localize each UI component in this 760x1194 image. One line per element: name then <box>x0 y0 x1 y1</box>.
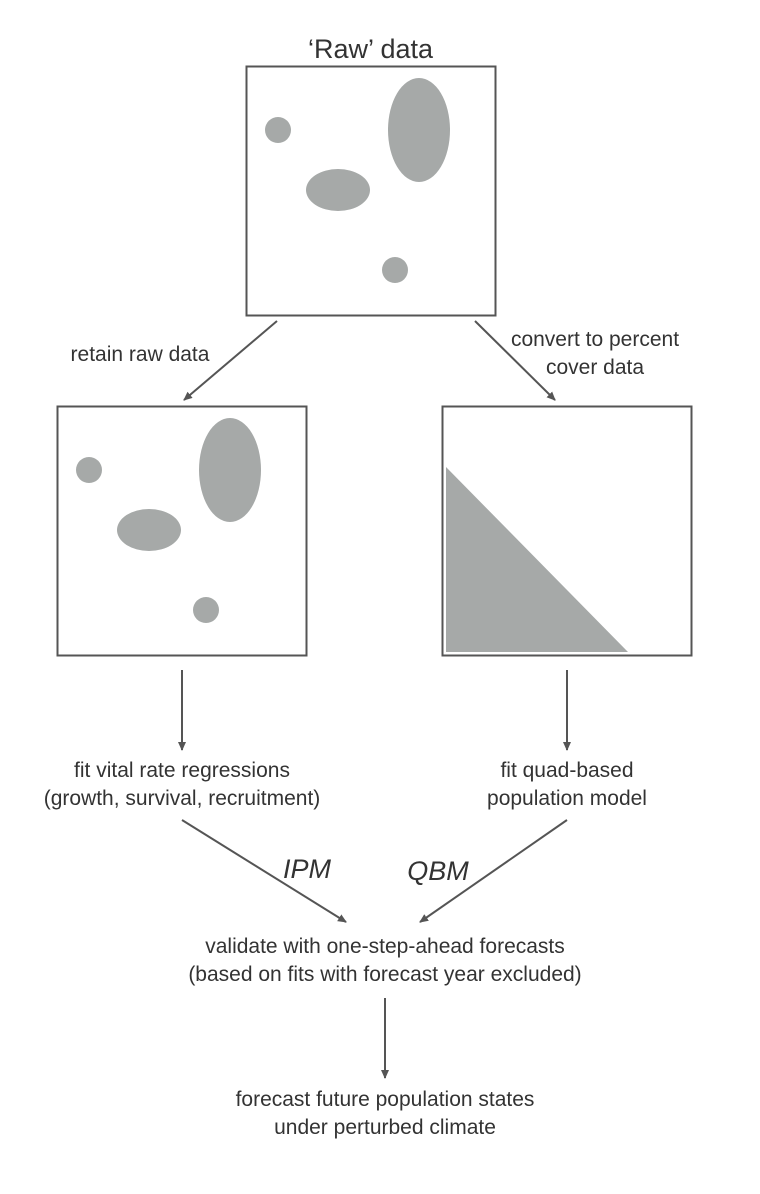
plant-blob-medium <box>306 169 370 211</box>
retained-raw-data-box <box>56 405 308 657</box>
percent-cover-box <box>441 405 693 657</box>
fit-vital-rate-line2: (growth, survival, recruitment) <box>43 787 321 810</box>
validate-line1: validate with one-step-ahead forecasts <box>205 935 565 958</box>
arrow-raw-to-percent-cover <box>474 320 556 401</box>
plant-blob-tiny <box>193 597 219 623</box>
forecast-label: forecast future population states under … <box>140 1086 630 1142</box>
plant-blob-small <box>76 457 102 483</box>
qbm-label: QBM <box>407 856 469 886</box>
arrow-ipm-to-validate <box>181 819 347 923</box>
forecast-line1: forecast future population states <box>235 1088 535 1111</box>
ipm-label: IPM <box>282 854 331 884</box>
retain-raw-data-label: retain raw data <box>70 343 210 366</box>
plant-blob-medium <box>117 509 181 551</box>
plant-blob-small <box>265 117 291 143</box>
arrow-qbm-to-validate <box>419 819 568 923</box>
fit-quad-based-model-label: fit quad-based population model <box>437 757 697 813</box>
plant-blob-tiny <box>382 257 408 283</box>
fit-quad-based-line2: population model <box>487 787 647 810</box>
convert-percent-cover-line2: cover data <box>545 356 645 379</box>
arrow-raw-to-retained <box>183 320 278 401</box>
plant-blob-large <box>388 78 450 182</box>
validate-label: validate with one-step-ahead forecasts (… <box>80 933 690 989</box>
fit-vital-rate-regressions-label: fit vital rate regressions (growth, surv… <box>12 757 352 813</box>
convert-percent-cover-line1: convert to percent <box>510 328 680 351</box>
fit-vital-rate-line1: fit vital rate regressions <box>74 759 290 782</box>
forecast-line2: under perturbed climate <box>274 1116 496 1139</box>
raw-data-title: ‘Raw’ data <box>307 34 434 64</box>
fit-quad-based-line1: fit quad-based <box>500 759 634 782</box>
convert-percent-cover-label: convert to percent cover data <box>470 326 720 382</box>
percent-cover-triangle <box>446 467 628 652</box>
raw-data-box <box>245 65 497 317</box>
validate-line2: (based on fits with forecast year exclud… <box>188 963 582 986</box>
plant-blob-large <box>199 418 261 522</box>
